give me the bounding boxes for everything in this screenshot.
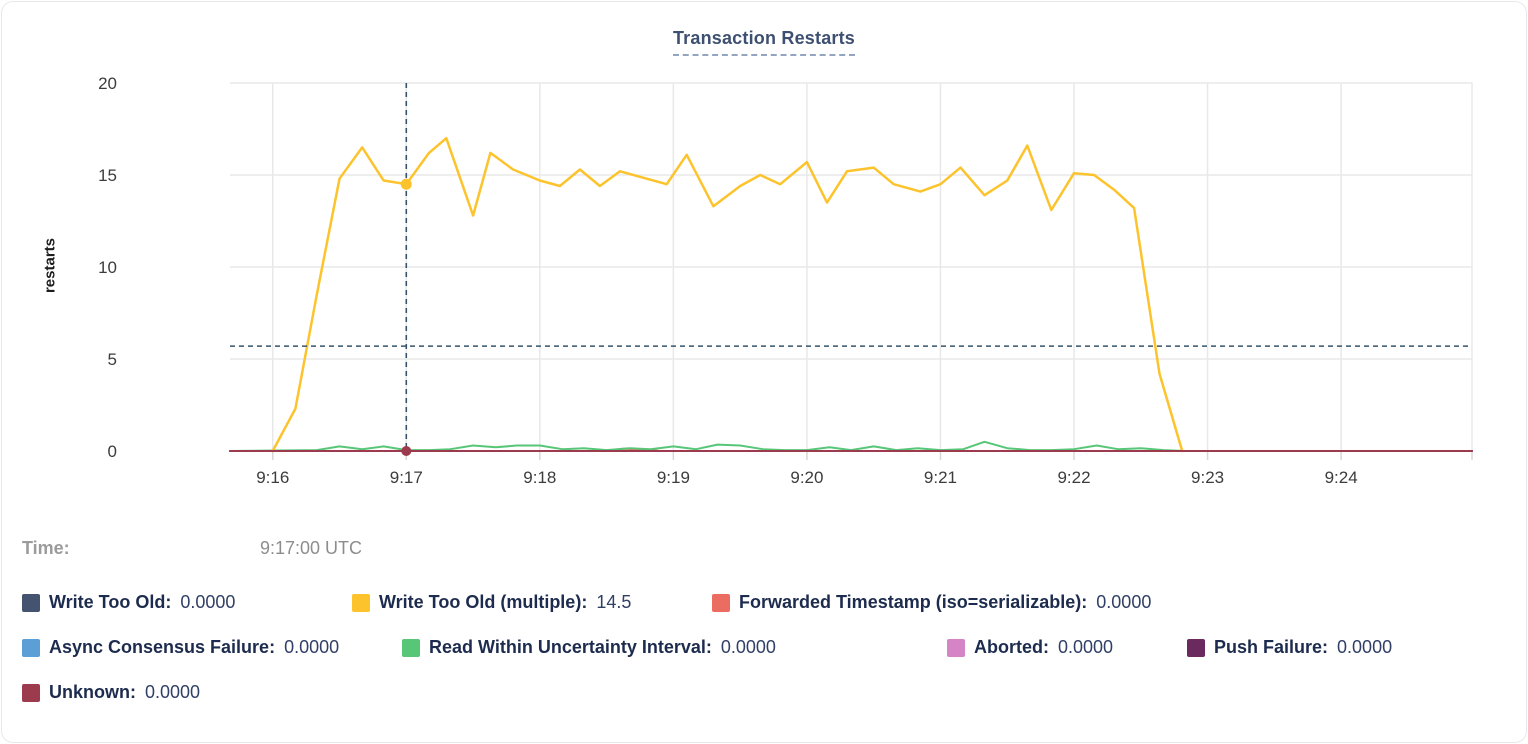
legend-value: 0.0000: [180, 592, 236, 612]
svg-text:15: 15: [98, 166, 117, 185]
legend-swatch-icon: [352, 593, 370, 612]
svg-text:9:20: 9:20: [790, 468, 823, 487]
chart-header: Transaction Restarts: [2, 28, 1526, 56]
svg-text:0: 0: [108, 442, 117, 461]
legend-swatch-icon: [22, 638, 40, 657]
legend-label: Forwarded Timestamp (iso=serializable):: [739, 592, 1088, 612]
legend-item-unknown[interactable]: Unknown: 0.0000: [22, 682, 200, 703]
legend-row-1: Write Too Old: 0.0000 Write Too Old (multi…: [22, 592, 1516, 613]
legend-value: 0.0000: [1058, 637, 1114, 657]
legend-item-write-too-old-multiple[interactable]: Write Too Old (multiple): 14.5: [352, 592, 712, 613]
legend-value: 0.0000: [1337, 637, 1393, 657]
svg-text:9:23: 9:23: [1191, 468, 1224, 487]
legend-value: 14.5: [596, 592, 632, 612]
svg-text:10: 10: [98, 258, 117, 277]
legend-value: 0.0000: [284, 637, 340, 657]
svg-text:9:22: 9:22: [1057, 468, 1090, 487]
legend-value: 0.0000: [1096, 592, 1152, 612]
legend-item-push-failure[interactable]: Push Failure: 0.0000: [1187, 637, 1392, 658]
legend-swatch-icon: [1187, 638, 1205, 657]
legend-label: Unknown:: [49, 682, 136, 702]
hover-dot: [401, 446, 412, 456]
legend-label: Push Failure:: [1214, 637, 1329, 657]
hover-time-value: 9:17:00 UTC: [260, 538, 363, 558]
legend-item-forwarded-timestamp-iso-serializable[interactable]: Forwarded Timestamp (iso=serializable): 0…: [712, 592, 1151, 613]
legend-item-aborted[interactable]: Aborted: 0.0000: [947, 637, 1187, 658]
legend-label: Write Too Old:: [49, 592, 172, 612]
legend-item-async-consensus-failure[interactable]: Async Consensus Failure: 0.0000: [22, 637, 402, 658]
svg-text:9:21: 9:21: [924, 468, 957, 487]
legend-swatch-icon: [947, 638, 965, 657]
legend-swatch-icon: [22, 593, 40, 612]
legend-value: 0.0000: [145, 682, 201, 702]
transaction-restarts-chart[interactable]: 0 5 10 15 20 9:16 9:17 9:18 9:19 9:20 9:21 9:22 9:23…: [2, 2, 1528, 522]
legend-label: Aborted:: [974, 637, 1049, 657]
legend-swatch-icon: [402, 638, 420, 657]
svg-text:20: 20: [98, 74, 117, 93]
svg-text:9:17: 9:17: [390, 468, 423, 487]
legend-swatch-icon: [712, 593, 730, 612]
hover-time-label: Time:: [22, 538, 70, 558]
svg-text:9:24: 9:24: [1325, 468, 1358, 487]
legend-row-2: Async Consensus Failure: 0.0000 Read Withi…: [22, 637, 1516, 658]
chart-title[interactable]: Transaction Restarts: [672, 28, 856, 56]
legend-label: Read Within Uncertainty Interval:: [429, 637, 712, 657]
svg-text:9:16: 9:16: [256, 468, 289, 487]
legend-swatch-icon: [22, 683, 40, 702]
svg-text:9:19: 9:19: [657, 468, 690, 487]
legend-row-3: Unknown: 0.0000: [22, 682, 1516, 703]
svg-text:5: 5: [108, 350, 117, 369]
legend-item-write-too-old[interactable]: Write Too Old: 0.0000: [22, 592, 352, 613]
hover-dot: [400, 178, 412, 190]
legend-label: Async Consensus Failure:: [49, 637, 276, 657]
legend-label: Write Too Old (multiple):: [379, 592, 588, 612]
legend-value: 0.0000: [720, 637, 776, 657]
hover-time-row: Time: 9:17:00 UTC: [22, 538, 362, 559]
legend-item-read-within-uncertainty-interval[interactable]: Read Within Uncertainty Interval: 0.0000: [402, 637, 947, 658]
svg-text:9:18: 9:18: [523, 468, 556, 487]
